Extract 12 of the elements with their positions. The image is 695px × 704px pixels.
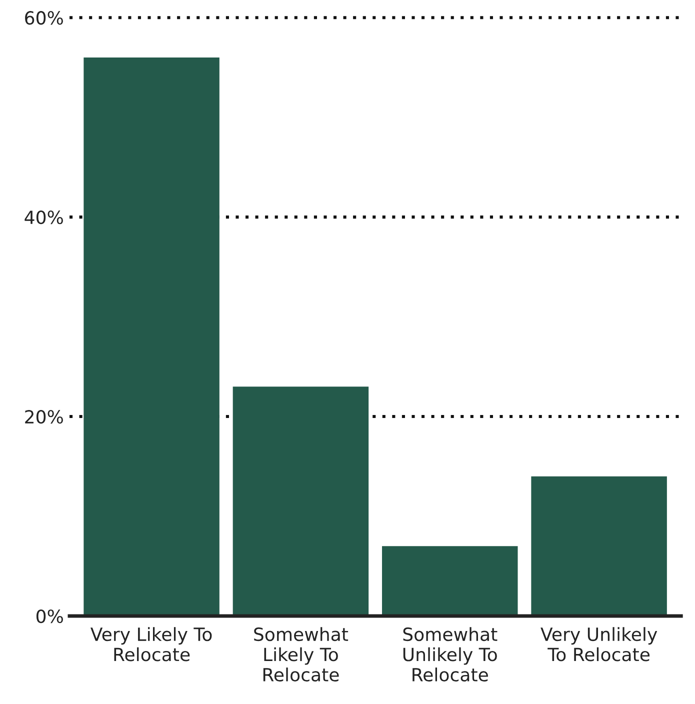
- bar: [382, 546, 518, 616]
- y-tick-label: 0%: [36, 609, 63, 624]
- x-tick-label: Very Unlikely To Relocate: [540, 627, 658, 662]
- x-tick-label: Somewhat Unlikely To Relocate: [403, 627, 498, 682]
- y-tick-label: 20%: [25, 410, 63, 424]
- bar: [232, 386, 369, 616]
- bar: [531, 476, 667, 616]
- y-tick-label: 60%: [25, 11, 63, 25]
- bar: [84, 57, 220, 616]
- y-tick-label: 40%: [24, 210, 63, 224]
- x-tick-label: Very Likely To Relocate: [90, 627, 212, 662]
- x-tick-label: Somewhat Likely To Relocate: [254, 627, 348, 682]
